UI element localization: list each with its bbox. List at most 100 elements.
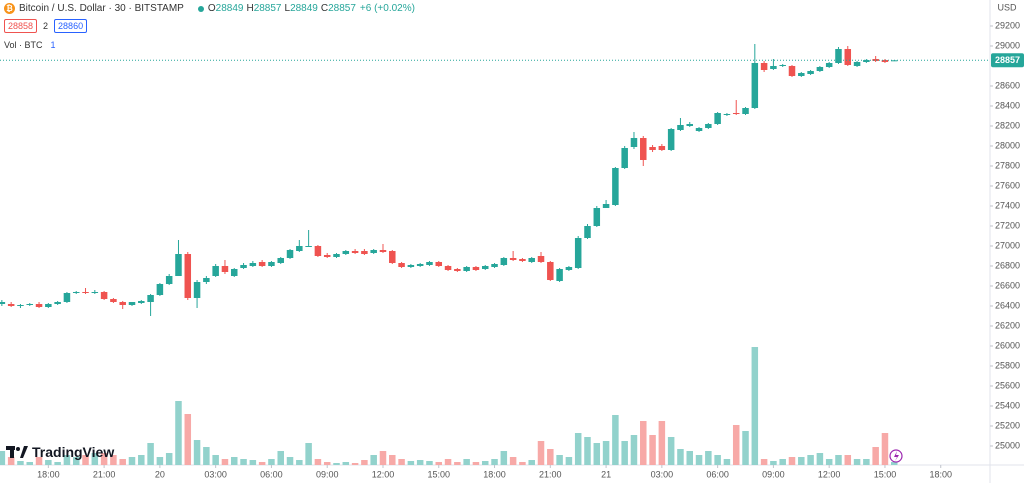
volume-bar [249, 460, 257, 465]
candle-body [798, 73, 805, 76]
candle-body [426, 262, 433, 265]
volume-bar [231, 457, 238, 465]
candle-body [416, 264, 424, 266]
last-price-box [991, 53, 1024, 68]
candle-body [110, 299, 117, 302]
candle-body [147, 295, 154, 302]
candle-body [277, 258, 284, 263]
volume-bar [640, 421, 647, 465]
candle-body [435, 262, 443, 266]
candle-body [63, 293, 71, 302]
buy-button[interactable]: 28860 [54, 19, 88, 33]
candle-body [472, 267, 480, 270]
y-tick-label: 28600 [995, 80, 1020, 90]
volume-bar [147, 443, 154, 465]
volume-bar [863, 459, 870, 465]
volume-bar [128, 457, 136, 465]
y-tick-label: 26400 [995, 300, 1020, 310]
volume-bar [407, 461, 415, 465]
candle-body [602, 204, 610, 208]
candle-body [825, 63, 833, 67]
logo[interactable]: TradingView [6, 444, 114, 460]
symbol-title[interactable]: Bitcoin / U.S. Dollar · 30 · BITSTAMP [19, 3, 184, 14]
candle-body [584, 226, 591, 238]
y-tick-label: 28400 [995, 100, 1020, 110]
x-tick-label: 21 [601, 469, 611, 479]
candle-body [156, 284, 164, 295]
volume-legend: Vol · BTC 1 [4, 40, 56, 50]
candle-body [593, 208, 601, 226]
volume-bar [574, 433, 582, 465]
volume-bar [835, 455, 842, 465]
volume-bar [175, 401, 182, 465]
y-tick-label: 27600 [995, 180, 1020, 190]
candle-body [379, 250, 387, 252]
candle-body [175, 254, 182, 276]
volume-bar [705, 451, 712, 465]
candle-body [231, 269, 238, 276]
candle-body [630, 138, 638, 147]
candle-body [119, 302, 126, 305]
volume-bar [268, 459, 275, 465]
volume-bar [612, 415, 619, 465]
volume-bar [296, 460, 303, 465]
volume-bar [0, 451, 6, 465]
ohlc-label: L [284, 3, 291, 14]
sell-button[interactable]: 28858 [4, 19, 38, 33]
candle-body [779, 65, 786, 66]
volume-bar [351, 463, 359, 465]
volume-bar [891, 462, 898, 465]
ohlc-item: H28857 [246, 3, 281, 14]
x-tick-label: 18:00 [483, 469, 506, 479]
volume-bar [714, 455, 721, 465]
candle-body [686, 124, 693, 126]
volume-bar [649, 435, 656, 465]
candle-body [268, 262, 275, 266]
volume-bar [435, 462, 443, 465]
volume-bar [816, 453, 824, 465]
volume-bar [119, 459, 126, 465]
volume-bar [7, 457, 15, 465]
event-icon-glyph [894, 451, 899, 461]
x-tick-label: 09:00 [316, 469, 339, 479]
symbol-header: ₿ Bitcoin / U.S. Dollar · 30 · BITSTAMP … [4, 3, 415, 14]
candle-body [649, 147, 656, 150]
candle-body [389, 251, 396, 263]
y-tick-label: 25200 [995, 420, 1020, 430]
volume-bar [844, 455, 852, 465]
volume-bar [528, 460, 535, 465]
volume-setting: 1 [50, 40, 56, 50]
volume-bar [760, 459, 768, 465]
y-tick-label: 27800 [995, 160, 1020, 170]
volume-bar [751, 347, 759, 465]
volume-bar [509, 457, 517, 465]
market-status [197, 5, 204, 12]
volume-bar [667, 437, 675, 465]
ohlc-label: C [320, 3, 329, 14]
candle-body [203, 278, 210, 282]
y-tick-label: 26000 [995, 340, 1020, 350]
candle-body [519, 259, 526, 261]
ohlc-legend: O28849 H28857 L28849 C28857 [208, 3, 356, 14]
candle-body [165, 276, 173, 284]
candle-body [574, 238, 582, 268]
candle-body [556, 269, 563, 281]
volume-title[interactable]: Vol · BTC [4, 40, 43, 50]
x-tick-label: 15:00 [874, 469, 897, 479]
candle-body [240, 265, 247, 268]
volume-bar [416, 460, 424, 465]
volume-bar [472, 462, 480, 465]
candle-body [565, 267, 573, 270]
volume-bar [630, 435, 638, 465]
candle-body [100, 292, 108, 299]
candle-body [760, 63, 768, 70]
candle-body [184, 254, 192, 298]
y-tick-label: 25400 [995, 400, 1020, 410]
candle-body [788, 66, 796, 76]
ohlc-value: 28849 [290, 3, 318, 14]
candle-body [444, 266, 452, 270]
candle-body [286, 250, 294, 258]
volume-bar [825, 459, 833, 465]
y-tick-label: 29000 [995, 40, 1020, 50]
